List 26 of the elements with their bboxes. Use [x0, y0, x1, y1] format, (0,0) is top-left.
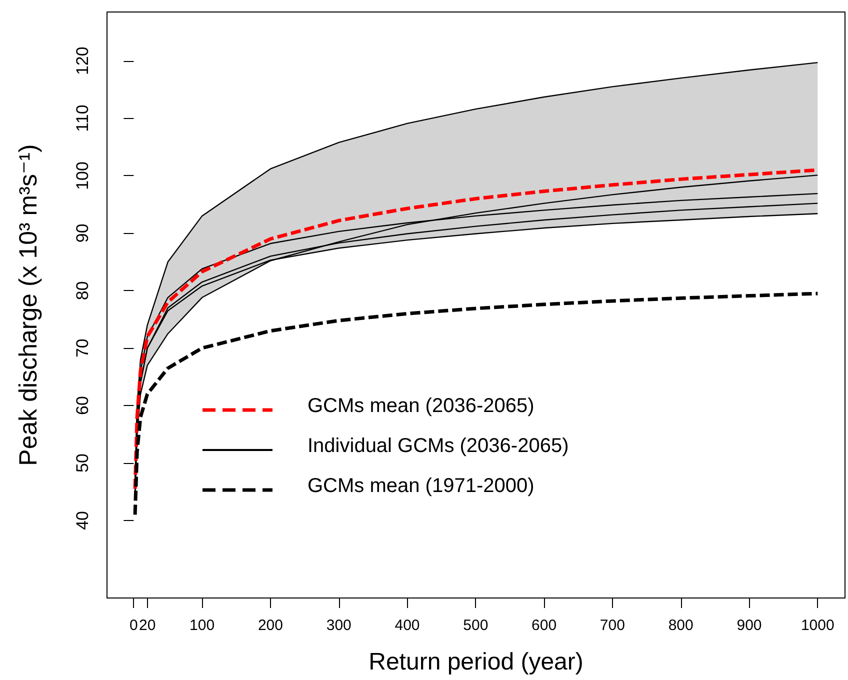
x-tick-label: 1000: [800, 617, 834, 634]
x-tick-label: 100: [190, 617, 215, 634]
y-tick-label: 80: [73, 281, 92, 300]
y-axis-title: Peak discharge (x 10³ m³s⁻¹): [14, 144, 42, 466]
legend-label: GCMs mean (1971-2000): [308, 475, 534, 497]
legend-label: Individual GCMs (2036-2065): [308, 435, 569, 457]
x-tick-label: 600: [532, 617, 557, 634]
y-tick-label: 40: [73, 510, 92, 530]
x-tick-label: 700: [600, 617, 625, 634]
y-tick-label: 70: [73, 338, 92, 358]
x-tick-label: 0: [130, 617, 138, 634]
y-tick-label: 90: [73, 224, 92, 243]
y-tick-label: 110: [73, 104, 92, 132]
x-tick-label: 20: [139, 617, 156, 634]
x-axis-title: Return period (year): [368, 648, 584, 676]
y-tick-label: 120: [73, 46, 92, 76]
y-tick-label: 60: [73, 396, 92, 415]
x-tick-label: 500: [463, 617, 488, 634]
x-tick-label: 200: [258, 617, 283, 634]
x-tick-label: 300: [326, 617, 352, 634]
x-tick-label: 400: [394, 617, 420, 634]
y-tick-label: 50: [73, 454, 92, 472]
x-tick-label: 900: [736, 617, 762, 634]
legend-label: GCMs mean (2036-2065): [308, 395, 534, 417]
x-tick-label: 800: [668, 617, 694, 634]
y-tick-label: 100: [73, 162, 92, 190]
